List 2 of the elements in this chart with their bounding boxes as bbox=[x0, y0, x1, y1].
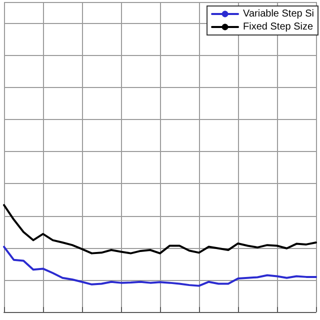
legend-label: Variable Step Si bbox=[243, 8, 314, 20]
legend-label: Fixed Step Size bbox=[243, 22, 314, 32]
